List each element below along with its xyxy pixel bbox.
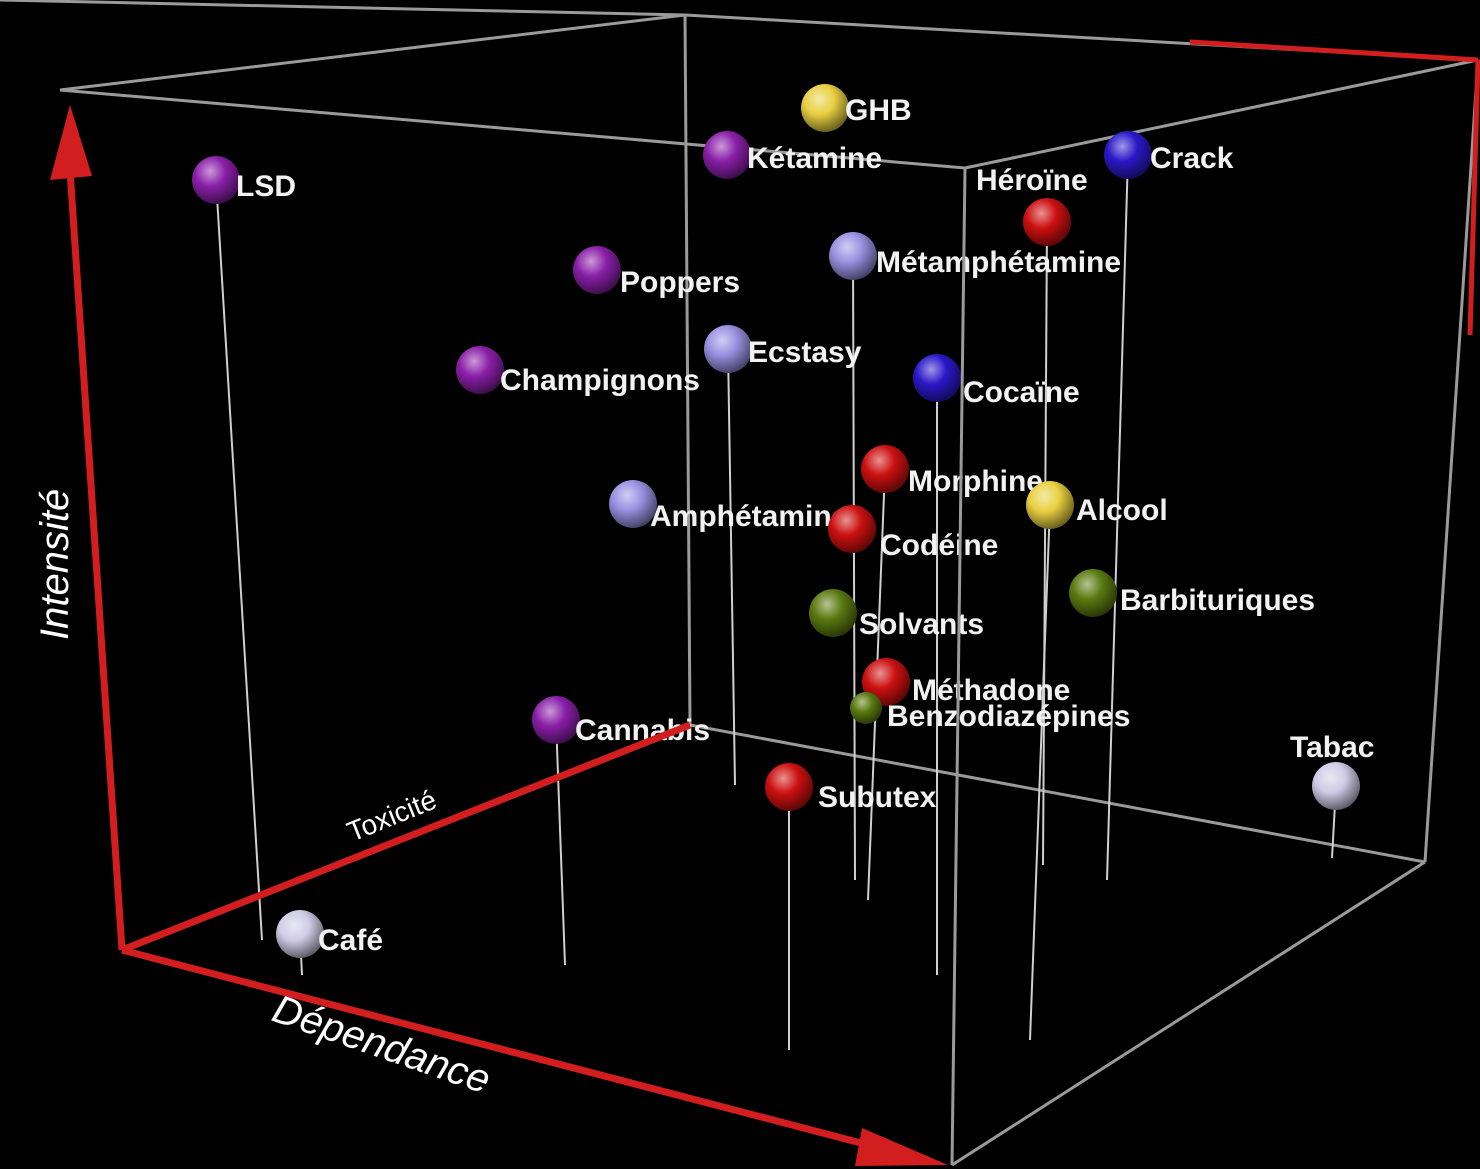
- cube-edge: [951, 860, 1426, 1167]
- point-label: GHB: [845, 94, 912, 127]
- axis-arrows: [50, 39, 1480, 1166]
- toxicity-axis-line: [120, 721, 692, 954]
- point-label: Crack: [1150, 142, 1234, 175]
- point-marker: [276, 910, 324, 958]
- point-marker: [456, 346, 504, 394]
- point-marker: [850, 692, 882, 724]
- axis-title-toxicity: Toxicité: [343, 784, 441, 848]
- point-label: LSD: [236, 170, 296, 203]
- point-marker: [801, 84, 849, 132]
- point-marker: [704, 325, 752, 373]
- stem-4: [1106, 154, 1129, 881]
- point-marker: [861, 445, 909, 493]
- point-marker: [1312, 762, 1360, 810]
- point-label: Méthadone: [912, 674, 1070, 707]
- point-label: Ecstasy: [748, 336, 862, 369]
- point-label: Barbituriques: [1120, 584, 1315, 617]
- point-label: Café: [318, 924, 383, 957]
- point-marker: [192, 156, 240, 204]
- cube-edge: [964, 58, 1479, 170]
- dependence-axis-line: [121, 946, 881, 1152]
- data-points: LSD Kétamine GHB Héroïne Crack Poppers Métamph…: [192, 84, 1374, 958]
- point-label: Tabac: [1290, 731, 1374, 764]
- point-stems: [215, 154, 1337, 1050]
- point-marker: [829, 232, 877, 280]
- intensity-axis-right-accent: [1467, 59, 1480, 336]
- point-marker: [1026, 481, 1074, 529]
- point-label: Codéine: [880, 529, 998, 562]
- point-label: Cocaïne: [963, 376, 1080, 409]
- stem-3: [1042, 221, 1048, 866]
- point-marker: [1104, 131, 1152, 179]
- point-label: Kétamine: [747, 142, 882, 175]
- point-label: Morphine: [908, 465, 1043, 498]
- point-marker: [532, 696, 580, 744]
- point-marker: [809, 589, 857, 637]
- cube-edge: [1423, 59, 1480, 863]
- point-marker: [765, 763, 813, 811]
- point-marker: [1069, 569, 1117, 617]
- cube-edge: [683, 14, 692, 726]
- point-marker: [573, 246, 621, 294]
- point-label: Alcool: [1076, 494, 1168, 527]
- axis-title-dependence: Dépendance: [267, 987, 496, 1102]
- toxicity-axis-top-accent: [1189, 39, 1479, 63]
- point-marker: [862, 658, 910, 706]
- cube-front-edges: [950, 167, 1426, 1167]
- cube-edge: [59, 13, 686, 92]
- point-label: Héroïne: [976, 164, 1088, 197]
- point-label: Champignons: [500, 364, 700, 397]
- cube-back-edges: [0, 0, 1480, 864]
- stem-18: [555, 719, 566, 966]
- cube-edge: [950, 167, 967, 1166]
- point-marker: [1023, 198, 1071, 246]
- stem-8: [727, 348, 736, 786]
- cube-edge: [689, 723, 1426, 864]
- stem-11: [1029, 504, 1051, 1041]
- point-label: Subutex: [818, 781, 937, 814]
- point-marker: [828, 505, 876, 553]
- stem-0: [215, 179, 263, 941]
- point-label: Solvants: [859, 608, 984, 641]
- intensity-axis-line: [66, 169, 126, 951]
- point-marker: [609, 480, 657, 528]
- dependence-axis-arrowhead: [855, 1128, 948, 1166]
- point-marker: [703, 131, 751, 179]
- point-marker: [913, 354, 961, 402]
- cube-edge: [0, 0, 686, 17]
- intensity-axis-arrowhead: [50, 105, 92, 180]
- point-label: Benzodiazépines: [887, 700, 1130, 733]
- axis-title-intensity: Intensité: [33, 489, 77, 640]
- cube-edge: [59, 88, 966, 170]
- stem-6: [852, 255, 856, 881]
- point-label: Poppers: [620, 266, 740, 299]
- point-label: Métamphétamine: [876, 246, 1121, 279]
